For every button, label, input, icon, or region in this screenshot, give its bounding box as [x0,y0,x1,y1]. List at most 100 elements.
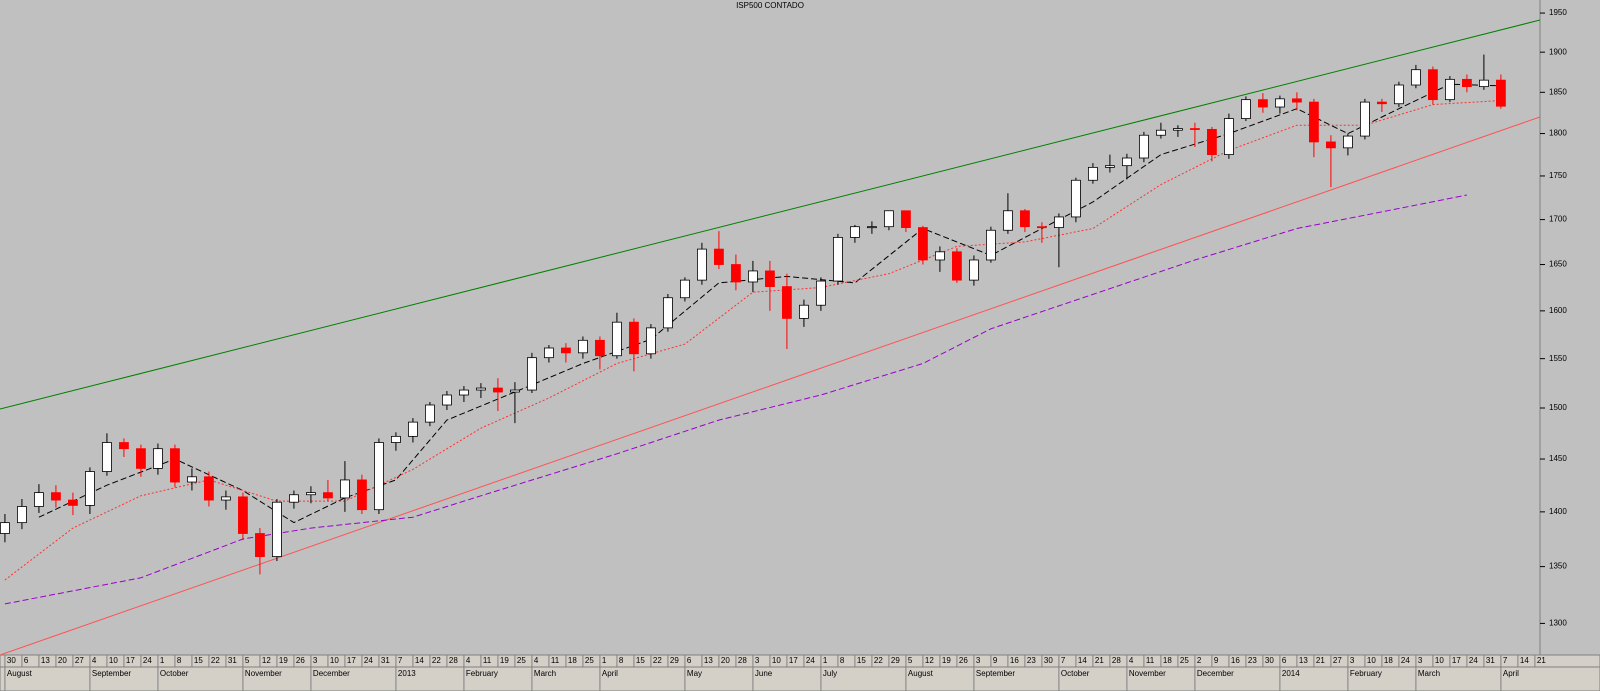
candle-body [1156,129,1166,136]
candle-body [340,479,350,499]
x-tick-label: 7 [398,656,403,665]
x-tick-label: 15 [636,656,645,665]
candle-body [306,492,316,496]
x-tick-label: 25 [1180,656,1189,665]
x-tick-label: 26 [959,656,968,665]
x-tick-label: 4 [92,656,97,665]
candle-body [1020,210,1030,228]
x-tick-label: 26 [296,656,305,665]
y-tick-label: 1900 [1549,47,1567,56]
month-label: March [534,669,556,678]
y-tick-label: 1450 [1549,454,1567,463]
y-tick-label: 1500 [1549,403,1567,412]
candle-body [1496,79,1506,107]
candle-body [561,347,571,354]
candle-body [1190,128,1200,130]
x-tick-label: 4 [466,656,471,665]
x-tick-label: 12 [925,656,934,665]
candle-body [238,496,248,534]
candle-body [1224,118,1234,156]
x-tick-label: 14 [415,656,424,665]
month-label: February [1350,669,1382,678]
candle-body [1207,128,1217,156]
x-tick-label: 18 [568,656,577,665]
x-tick-label: 25 [585,656,594,665]
x-tick-label: 11 [551,656,560,665]
x-tick-label: 22 [874,656,883,665]
x-tick-label: 3 [313,656,318,665]
candle-body [901,210,911,228]
x-tick-label: 11 [483,656,492,665]
candle-body [595,339,605,357]
x-tick-label: 5 [245,656,250,665]
candle-body [374,442,384,511]
candle-body [1292,98,1302,103]
x-tick-label: 9 [1214,656,1219,665]
candle-body [663,297,673,329]
month-label: August [7,669,33,678]
x-tick-label: 20 [58,656,67,665]
candle-body [272,501,282,557]
month-label: November [1129,669,1166,678]
candle-body [51,492,61,501]
candle-body [119,442,129,450]
y-tick-label: 1950 [1549,8,1567,17]
month-label: April [1503,669,1519,678]
candle-body [544,347,554,359]
x-tick-label: 10 [1367,656,1376,665]
x-tick-label: 30 [7,656,16,665]
candle-body [680,279,690,299]
candle-body [833,237,843,282]
x-tick-label: 21 [1537,656,1546,665]
x-tick-label: 27 [1333,656,1342,665]
x-tick-label: 15 [194,656,203,665]
candle-body [1326,141,1336,149]
x-tick-label: 3 [976,656,981,665]
x-tick-label: 28 [449,656,458,665]
x-tick-label: 1 [823,656,828,665]
x-tick-label: 12 [262,656,271,665]
candle-body [204,476,214,501]
x-tick-label: 1 [160,656,165,665]
candle-body [102,442,112,472]
candle-body [612,321,622,357]
x-tick-label: 4 [534,656,539,665]
candle-body [493,387,503,393]
x-tick-label: 10 [1435,656,1444,665]
candle-body [1411,69,1421,86]
candle-body [918,227,928,261]
x-tick-label: 22 [653,656,662,665]
candle-body [289,494,299,503]
x-tick-label: 6 [24,656,29,665]
x-tick-label: 10 [109,656,118,665]
candle-body [799,304,809,319]
x-axis-band [0,654,1600,691]
x-tick-label: 2 [1197,656,1202,665]
x-tick-label: 10 [330,656,339,665]
x-tick-label: 6 [687,656,692,665]
x-tick-label: 23 [1248,656,1257,665]
candle-body [170,448,180,483]
x-tick-label: 13 [41,656,50,665]
x-tick-label: 7 [1503,656,1508,665]
x-tick-label: 24 [364,656,373,665]
candle-body [510,389,520,393]
x-tick-label: 18 [1163,656,1172,665]
x-tick-label: 15 [857,656,866,665]
x-tick-label: 7 [1061,656,1066,665]
candle-body [1428,69,1438,101]
candle-body [884,210,894,228]
x-tick-label: 24 [806,656,815,665]
candle-body [782,286,792,319]
trend-line [0,19,1540,410]
x-tick-label: 25 [517,656,526,665]
month-label: June [755,669,773,678]
candle-body [153,448,163,469]
x-tick-label: 17 [789,656,798,665]
x-tick-label: 13 [1299,656,1308,665]
candle-body [1479,79,1489,88]
x-tick-label: 10 [772,656,781,665]
candle-body [255,533,265,557]
x-tick-label: 22 [211,656,220,665]
